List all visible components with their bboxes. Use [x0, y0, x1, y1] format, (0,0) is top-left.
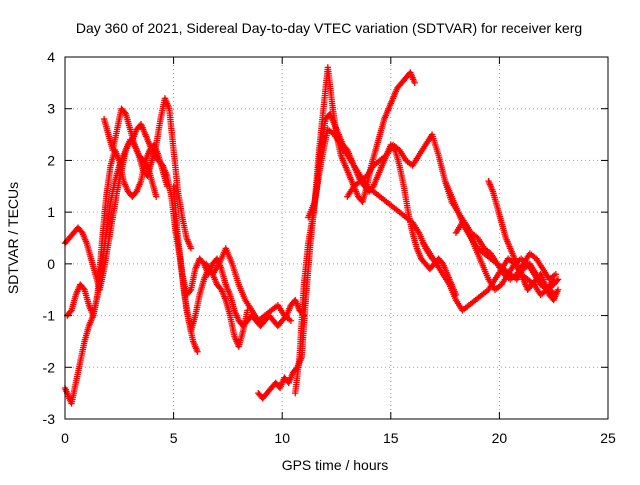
data-point — [411, 79, 418, 87]
plot-frame — [64, 56, 609, 420]
y-tick-label: 1 — [47, 204, 55, 220]
data-point — [80, 285, 87, 292]
data-point — [550, 276, 557, 283]
data-point — [67, 308, 74, 315]
series-track-7 — [202, 245, 295, 324]
data-point — [552, 271, 560, 278]
series-track-15 — [485, 177, 562, 304]
data-point — [187, 245, 195, 252]
x-tick-label: 20 — [492, 430, 508, 446]
y-tick-label: -3 — [43, 411, 56, 427]
data-point — [554, 286, 562, 293]
data-point — [143, 161, 150, 168]
y-tick-label: 3 — [47, 101, 55, 117]
y-tick-label: 4 — [47, 49, 55, 65]
series-track-3 — [63, 141, 171, 319]
series-track-6 — [179, 265, 251, 350]
series-track-5 — [170, 183, 308, 330]
x-tick-label: 5 — [170, 430, 178, 446]
series-track-4 — [100, 105, 160, 200]
data-point — [163, 183, 171, 190]
y-tick-label: -2 — [43, 359, 56, 375]
x-tick-label: 10 — [274, 430, 290, 446]
data-layer — [61, 64, 562, 407]
data-point — [153, 193, 160, 200]
y-axis-label: SDTVAR / TECUs — [5, 182, 21, 294]
data-point — [121, 109, 128, 116]
data-point — [186, 287, 194, 295]
x-tick-label: 0 — [61, 430, 69, 446]
y-tick-label: 0 — [47, 256, 55, 272]
series-track-10 — [305, 126, 442, 268]
chart-title: Day 360 of 2021, Sidereal Day-to-day VTE… — [76, 20, 582, 36]
data-point — [194, 348, 201, 355]
series-track-8 — [255, 64, 418, 402]
x-tick-label: 25 — [600, 430, 616, 446]
x-tick-label: 15 — [383, 430, 399, 446]
y-tick-label: 2 — [47, 152, 55, 168]
tick-layer: 0 5 10 15 20 25 -3 -2 -1 0 1 2 3 4 — [43, 49, 616, 446]
y-tick-label: -1 — [43, 308, 56, 324]
x-axis-label: GPS time / hours — [282, 457, 389, 473]
data-point — [287, 317, 295, 324]
